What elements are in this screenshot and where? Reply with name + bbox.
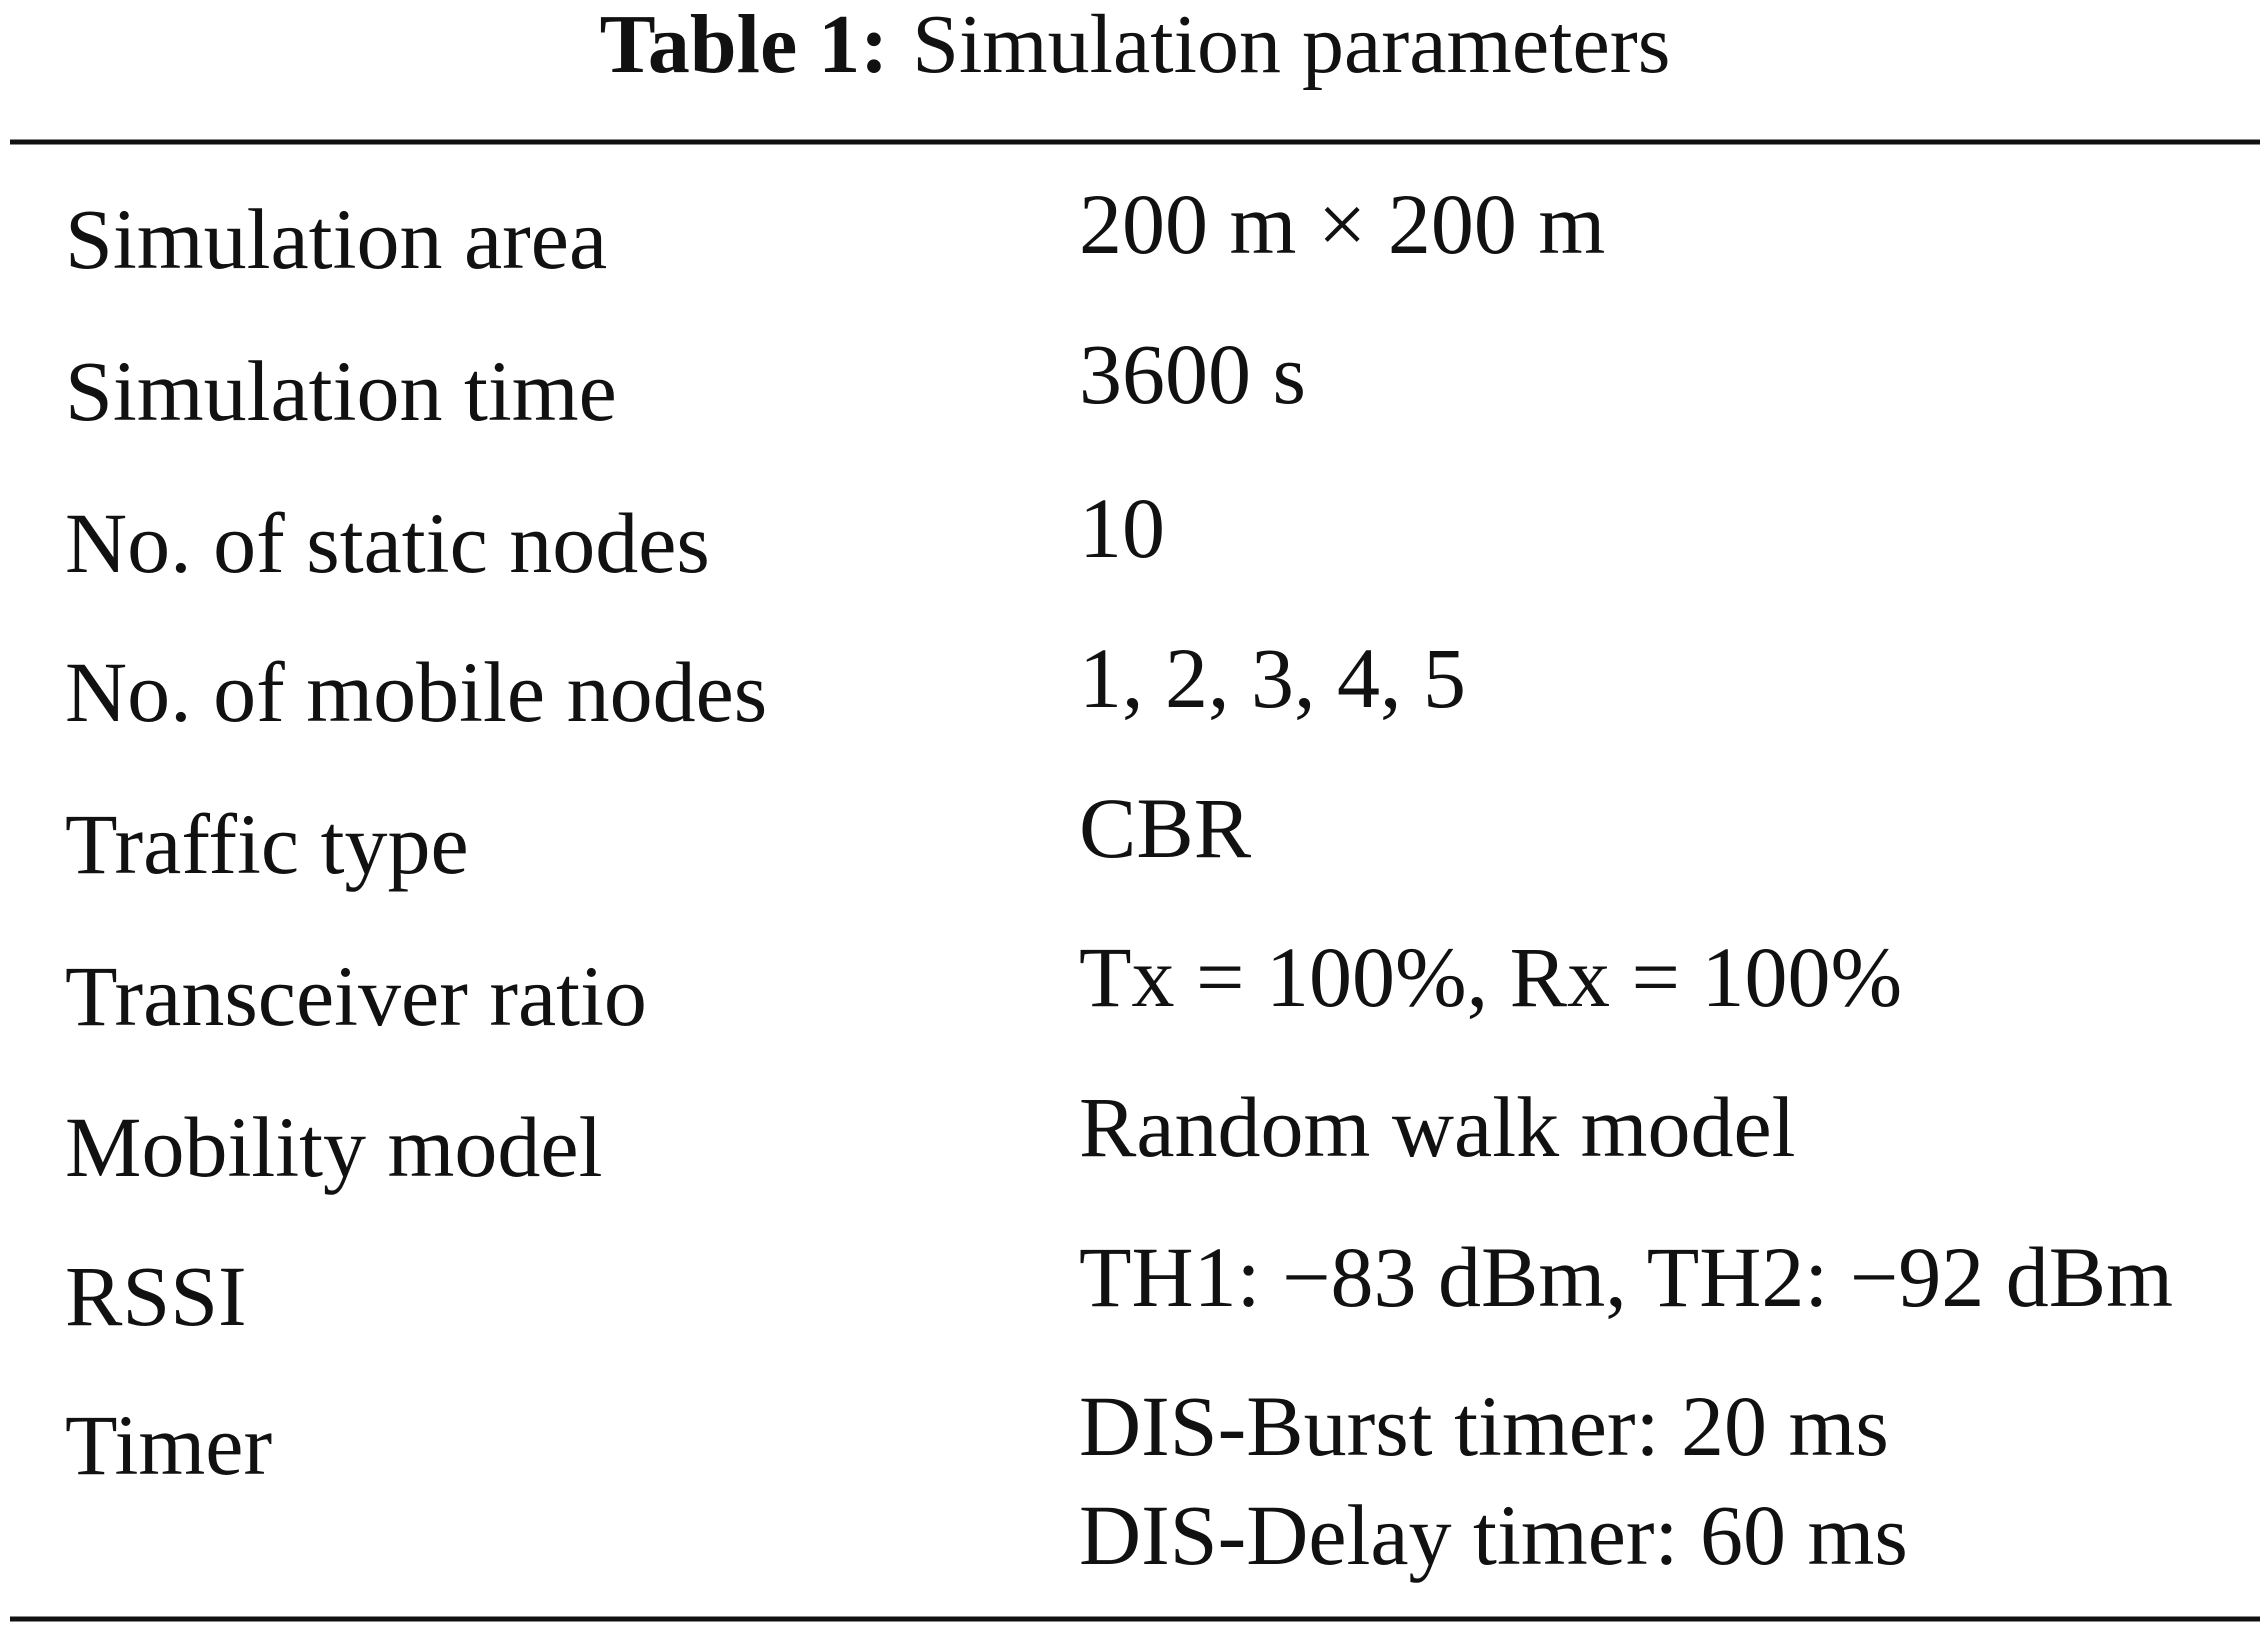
param-name: RSSI [65,1248,247,1344]
param-name: Simulation time [65,343,617,439]
param-value: 1, 2, 3, 4, 5 [1079,630,1466,726]
param-value: CBR [1079,780,1252,876]
param-name: Timer [65,1397,272,1493]
param-value: DIS-Burst timer: 20 ms [1079,1378,1889,1474]
param-value: TH1: −83 dBm, TH2: −92 dBm [1079,1229,2173,1325]
param-value: Random walk model [1079,1079,1796,1175]
param-name: Mobility model [65,1099,603,1195]
param-name: No. of mobile nodes [65,644,767,740]
param-name: Simulation area [65,191,607,287]
param-name: No. of static nodes [65,495,710,591]
param-value: 3600 s [1079,326,1306,422]
param-value: 200 m × 200 m [1079,176,1605,272]
param-name: Traffic type [65,796,469,892]
param-value: 10 [1079,480,1165,576]
param-name: Transceiver ratio [65,948,647,1044]
table-caption: Table 1: Simulation parameters [600,0,1671,91]
caption-title: Simulation parameters [912,0,1670,91]
param-value: Tx = 100%, Rx = 100% [1079,929,1902,1025]
param-value: DIS-Delay timer: 60 ms [1079,1487,1908,1583]
caption-label: Table 1: [600,0,889,91]
